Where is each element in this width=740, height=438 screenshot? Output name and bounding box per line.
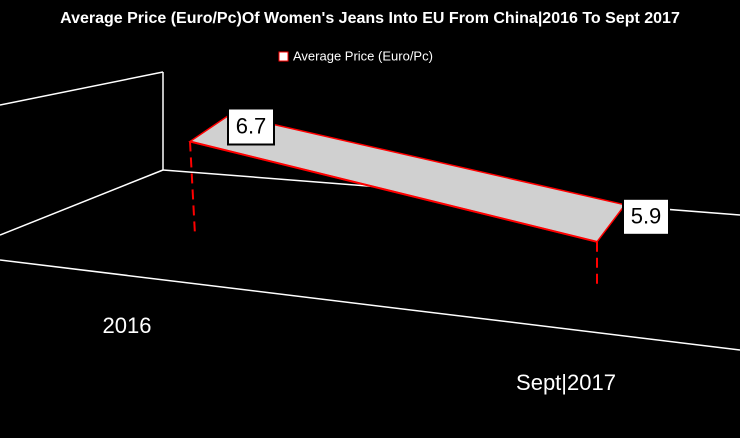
line [189,140,598,243]
wall-edge [0,169,164,236]
data-label: 5.9 [631,204,662,229]
data-label: 6.7 [236,113,267,138]
chart-title: Average Price (Euro/Pc)Of Women's Jeans … [60,10,680,27]
legend-swatch [278,51,289,62]
data-label-box [227,107,275,146]
x-tick-label: Sept|2017 [516,370,616,395]
data-label-box [622,197,670,236]
floor-edge [0,259,740,351]
wall-edge [0,71,164,106]
legend-label: Average Price (Euro/Pc) [293,48,433,63]
x-tick-label: 2016 [103,313,152,338]
